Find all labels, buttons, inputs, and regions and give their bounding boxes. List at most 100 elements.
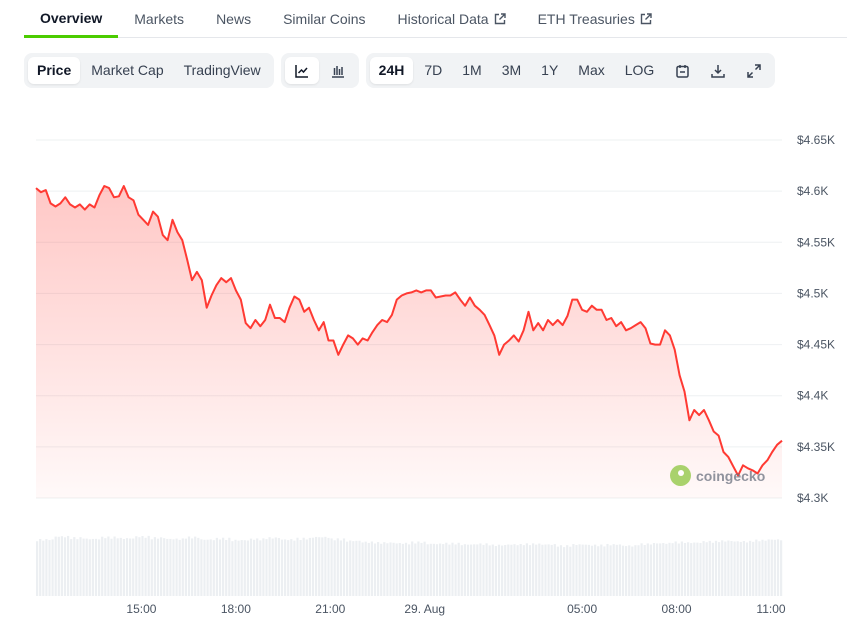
volume-bar xyxy=(525,543,528,596)
volume-bar xyxy=(380,543,383,596)
volume-bar xyxy=(243,540,246,596)
y-tick-label: $4.4K xyxy=(797,389,828,403)
tab-similar-coins[interactable]: Similar Coins xyxy=(267,0,381,38)
volume-bar xyxy=(423,541,426,596)
volume-bar xyxy=(290,539,293,596)
volume-bar xyxy=(758,541,761,596)
volume-bar xyxy=(733,541,736,596)
volume-bar xyxy=(649,544,652,596)
range-max-button[interactable]: Max xyxy=(578,62,605,78)
view-toggle: Price Market Cap TradingView xyxy=(24,53,274,88)
y-tick-label: $4.6K xyxy=(797,184,828,198)
volume-bar xyxy=(262,538,265,596)
volume-bar xyxy=(745,542,749,596)
volume-bar xyxy=(693,542,696,596)
volume-bar xyxy=(398,543,401,596)
fullscreen-button[interactable] xyxy=(737,57,771,84)
chart-type-toggle xyxy=(280,53,359,88)
volume-bar xyxy=(643,545,646,596)
volume-bar xyxy=(203,539,206,596)
x-tick-label: 15:00 xyxy=(126,602,156,616)
volume-bar xyxy=(209,539,212,596)
tab-label: Similar Coins xyxy=(283,11,366,27)
volume-bar xyxy=(280,539,284,596)
volume-bar xyxy=(522,545,525,596)
volume-bar xyxy=(727,540,730,596)
volume-bar xyxy=(466,544,470,596)
volume-bar xyxy=(240,540,243,596)
range-24h-button[interactable]: 24H xyxy=(369,57,414,84)
y-tick-label: $4.55K xyxy=(797,235,835,249)
y-tick-label: $4.35K xyxy=(797,440,835,454)
volume-bar xyxy=(625,546,628,596)
volume-bar xyxy=(671,543,674,596)
tab-historical-data[interactable]: Historical Data xyxy=(382,0,522,38)
tab-label: Historical Data xyxy=(397,11,489,27)
volume-bar xyxy=(293,540,296,596)
log-scale-button[interactable]: LOG xyxy=(624,62,655,78)
volume-bar xyxy=(749,540,752,596)
range-3m-button[interactable]: 3M xyxy=(501,62,522,78)
volume-bar xyxy=(764,540,767,596)
view-market-cap-button[interactable]: Market Cap xyxy=(91,62,164,78)
volume-bar xyxy=(274,537,277,596)
volume-bar xyxy=(85,538,88,596)
y-tick-label: $4.3K xyxy=(797,491,828,505)
volume-bar xyxy=(401,543,404,596)
volume-bar xyxy=(383,542,386,596)
tab-markets[interactable]: Markets xyxy=(118,0,200,38)
volume-bar xyxy=(780,540,783,596)
volume-bar xyxy=(606,543,609,596)
volume-bar xyxy=(57,536,60,596)
volume-bar xyxy=(690,543,693,596)
volume-bar xyxy=(507,544,510,596)
volume-bar xyxy=(563,547,566,596)
volume-bar xyxy=(181,538,184,596)
volume-bar xyxy=(442,544,445,596)
volume-bar xyxy=(187,536,191,596)
volume-bar xyxy=(253,539,256,596)
volume-bar xyxy=(414,543,417,596)
download-button[interactable] xyxy=(701,57,735,84)
volume-bar xyxy=(668,542,671,596)
range-1m-button[interactable]: 1M xyxy=(462,62,482,78)
volume-bar xyxy=(305,539,308,596)
volume-bar xyxy=(683,542,687,596)
volume-bar xyxy=(67,535,70,596)
line-chart-button[interactable] xyxy=(284,57,319,84)
volume-bar xyxy=(659,543,662,596)
tab-overview[interactable]: Overview xyxy=(24,0,119,38)
volume-bar xyxy=(330,538,333,596)
range-7d-button[interactable]: 7D xyxy=(424,62,443,78)
volume-bar xyxy=(532,543,535,596)
date-range-button[interactable] xyxy=(665,57,699,84)
volume-bar xyxy=(246,540,249,596)
volume-bar xyxy=(454,544,457,596)
volume-bar xyxy=(51,539,54,596)
volume-bar xyxy=(770,539,773,596)
volume-bar xyxy=(621,545,625,596)
tab-news[interactable]: News xyxy=(200,0,267,38)
volume-bar xyxy=(299,540,302,596)
volume-bar xyxy=(259,540,262,596)
tab-eth-treasuries[interactable]: ETH Treasuries xyxy=(522,0,668,38)
view-tradingview-button[interactable]: TradingView xyxy=(183,62,261,78)
volume-bar xyxy=(373,543,377,596)
volume-bar xyxy=(352,541,355,596)
volume-bar xyxy=(559,545,563,596)
volume-bar xyxy=(584,544,587,596)
view-price-button[interactable]: Price xyxy=(28,57,81,84)
tab-label: Markets xyxy=(134,11,185,27)
volume-bar xyxy=(476,544,479,596)
volume-bar xyxy=(513,544,516,596)
volume-bar xyxy=(113,536,116,596)
volume-bar xyxy=(342,538,346,596)
y-tick-label: $4.65K xyxy=(797,133,835,147)
volume-bar xyxy=(361,542,364,596)
volume-bar xyxy=(318,537,321,596)
candlestick-chart-button[interactable] xyxy=(321,57,355,84)
range-1y-button[interactable]: 1Y xyxy=(541,62,559,78)
volume-bar xyxy=(76,539,79,596)
volume-bar xyxy=(271,538,274,596)
